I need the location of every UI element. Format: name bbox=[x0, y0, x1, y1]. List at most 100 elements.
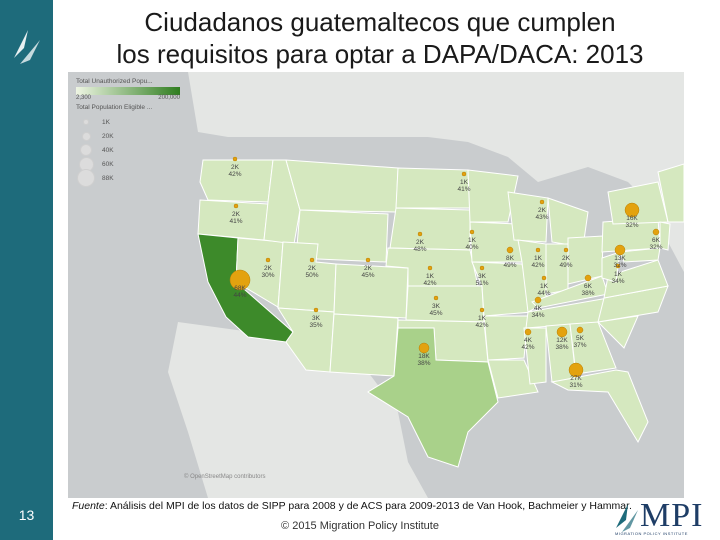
state-bubble bbox=[624, 202, 640, 218]
state-label-count: 68K bbox=[234, 285, 246, 292]
state-label-count: 1K bbox=[614, 271, 623, 278]
state-bubble bbox=[417, 231, 423, 237]
state-bubble bbox=[365, 257, 371, 263]
state-minnesota bbox=[467, 169, 519, 223]
state-bubble bbox=[506, 246, 514, 254]
state-arkansas bbox=[483, 315, 529, 361]
state-bubble bbox=[427, 265, 433, 271]
state-label-pct: 32% bbox=[625, 222, 638, 229]
state-bubble bbox=[556, 326, 568, 338]
state-georgia bbox=[569, 321, 617, 375]
state-label: 1K 42% bbox=[475, 315, 488, 329]
state-bubble bbox=[233, 203, 239, 209]
state-label: 2K 48% bbox=[413, 239, 426, 253]
state-label-pct: 30% bbox=[261, 272, 274, 279]
legend-size-row: 60K bbox=[76, 156, 186, 172]
legend-size-label: 1K bbox=[102, 118, 110, 126]
state-label: 3K 51% bbox=[475, 273, 488, 287]
state-florida bbox=[550, 369, 649, 444]
slide-sidebar: 13 bbox=[0, 0, 53, 540]
source-note: Fuente: Análisis del MPI de los datos de… bbox=[72, 500, 672, 512]
state-label-count: 2K bbox=[416, 239, 425, 246]
state-missouri bbox=[471, 261, 533, 317]
us-states bbox=[197, 159, 684, 468]
legend-size-circle bbox=[83, 119, 89, 125]
state-label-count: 13K bbox=[614, 255, 626, 262]
state-label-pct: 41% bbox=[457, 186, 470, 193]
slide-title: Ciudadanos guatemaltecos que cumplen los… bbox=[60, 6, 700, 70]
state-bubble bbox=[615, 263, 621, 269]
state-label-count: 2K bbox=[264, 265, 273, 272]
state-label-count: 3K bbox=[478, 273, 487, 280]
state-label-count: 4K bbox=[534, 305, 543, 312]
state-south-dakota bbox=[389, 207, 471, 251]
state-label: 3K 35% bbox=[309, 315, 322, 329]
state-label-count: 1K bbox=[534, 255, 543, 262]
state-label-count: 2K bbox=[231, 164, 240, 171]
state-label-count: 1K bbox=[460, 179, 469, 186]
state-label: 5K 37% bbox=[573, 335, 586, 349]
state-label: 13K 32% bbox=[613, 255, 626, 269]
state-label: 4K 34% bbox=[531, 305, 544, 319]
state-new-england bbox=[657, 163, 684, 223]
state-label-pct: 44% bbox=[537, 290, 550, 297]
state-labels: 2K 42%2K 41%2K 30%2K 50%2K 45%68K 44%3K 35%1K 41… bbox=[228, 164, 662, 389]
state-label-count: 1K bbox=[540, 283, 549, 290]
state-washington bbox=[199, 159, 274, 203]
state-label-pct: 34% bbox=[531, 312, 544, 319]
state-bubble bbox=[563, 247, 569, 253]
state-label-pct: 42% bbox=[475, 322, 488, 329]
state-label-pct: 42% bbox=[521, 344, 534, 351]
map-credit: © OpenStreetMap contributors bbox=[184, 474, 266, 480]
state-bubble bbox=[541, 275, 547, 281]
state-label-count: 5K bbox=[576, 335, 585, 342]
title-line-2: los requisitos para optar a DAPA/DACA: 2… bbox=[116, 39, 644, 69]
legend-size-circle bbox=[80, 144, 92, 156]
state-bubble bbox=[433, 295, 439, 301]
state-label: 3K 45% bbox=[429, 303, 442, 317]
state-label: 2K 30% bbox=[261, 265, 274, 279]
legend-color-min: 2,300 bbox=[76, 95, 92, 101]
state-bubble bbox=[461, 171, 467, 177]
state-label-pct: 32% bbox=[613, 262, 626, 269]
state-label: 16K 32% bbox=[625, 215, 638, 229]
legend-color-max: 200,000 bbox=[158, 95, 180, 101]
state-label-count: 18K bbox=[418, 353, 430, 360]
state-label-pct: 48% bbox=[413, 246, 426, 253]
state-bubble bbox=[232, 156, 238, 162]
state-label-pct: 31% bbox=[569, 382, 582, 389]
state-label-count: 1K bbox=[468, 237, 477, 244]
state-maryland bbox=[619, 247, 661, 263]
legend-size-label: 88K bbox=[102, 174, 114, 182]
state-label-count: 1K bbox=[426, 273, 435, 280]
state-bubble bbox=[265, 257, 271, 263]
state-label-pct: 35% bbox=[309, 322, 322, 329]
state-label: 1K 41% bbox=[457, 179, 470, 193]
state-mississippi bbox=[523, 327, 547, 385]
state-label-count: 2K bbox=[308, 265, 317, 272]
state-label-pct: 34% bbox=[611, 278, 624, 285]
state-bubble bbox=[534, 296, 542, 304]
state-label: 2K 41% bbox=[229, 211, 242, 225]
legend-size-list: 1K 20K 40K 60K 88K bbox=[76, 115, 186, 187]
state-new-mexico bbox=[329, 313, 399, 377]
state-label-pct: 38% bbox=[581, 290, 594, 297]
state-label-count: 3K bbox=[312, 315, 321, 322]
state-label-pct: 50% bbox=[305, 272, 318, 279]
state-bubble bbox=[539, 199, 545, 205]
state-label: 2K 43% bbox=[535, 207, 548, 221]
state-label: 18K 38% bbox=[417, 353, 430, 367]
map-legend: Total Unauthorized Popu... 2,300 200,000… bbox=[76, 78, 186, 187]
state-label-pct: 49% bbox=[503, 262, 516, 269]
state-label-count: 3K bbox=[432, 303, 441, 310]
state-label-pct: 42% bbox=[423, 280, 436, 287]
copyright-footer: © 2015 Migration Policy Institute bbox=[281, 520, 439, 532]
canada-land bbox=[68, 72, 684, 192]
legend-color-bar bbox=[76, 87, 180, 95]
state-label: 68K 44% bbox=[233, 285, 246, 299]
state-label: 8K 49% bbox=[503, 255, 516, 269]
mpi-logo-subtitle: MIGRATION POLICY INSTITUTE bbox=[615, 531, 688, 536]
state-label: 1K 34% bbox=[611, 271, 624, 285]
state-virginia bbox=[603, 259, 669, 299]
state-label-pct: 51% bbox=[475, 280, 488, 287]
